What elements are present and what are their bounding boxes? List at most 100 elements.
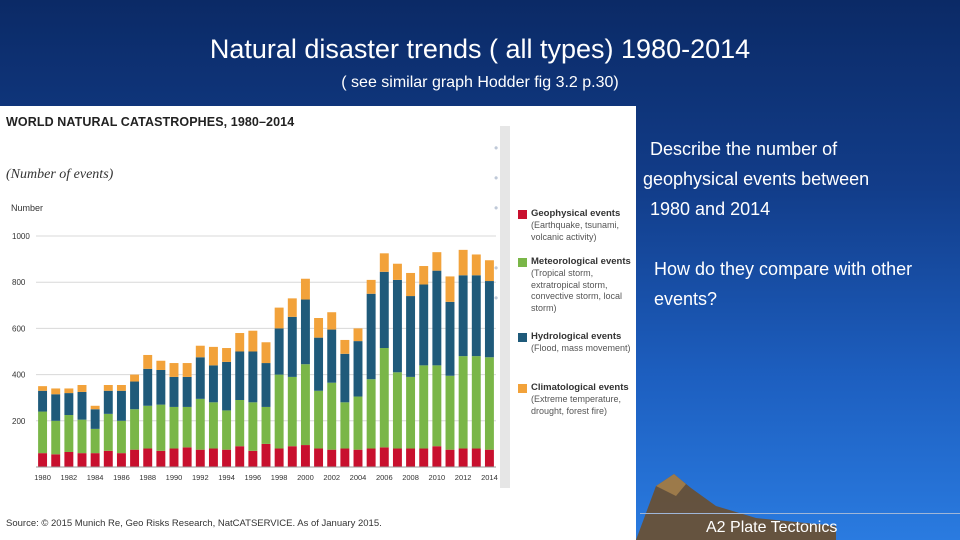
bar-segment [261,342,271,364]
bar-segment [432,446,442,467]
bar-segment [261,443,271,467]
bar-segment [300,445,310,467]
legend-swatch-hydrological [518,333,527,342]
x-tick-label: 2000 [297,473,314,482]
legend-description: (Tropical storm, extratropical storm, co… [531,268,623,313]
bar-segment [103,450,113,467]
bar-segment [169,376,179,407]
bar-segment [222,410,232,450]
bar-segment [406,376,416,449]
y-tick-label: 1000 [12,232,30,241]
bar-segment [182,376,192,407]
mountain-graphic [636,474,836,540]
bar-segment [156,369,166,405]
bar-segment [77,385,87,392]
bar-segment [327,449,337,467]
legend-swatch-meteorological [518,258,527,267]
bar-segment [222,348,232,362]
bar-segment [116,453,126,467]
bullet-dot: • [494,291,499,305]
stacked-bar-chart: 200 400 600 800 1000 1980 1982 1984 1986 1988 1990… [12,126,510,488]
bar-segment [90,453,100,467]
bar-segment [419,448,429,467]
bar-segment [64,451,74,467]
legend-name: Meteorological events [531,256,631,267]
bar-segment [130,449,140,467]
bar-segment [340,353,350,403]
bar-segment [445,301,455,376]
bar-segment [208,402,218,449]
y-tick-label: 800 [12,278,26,287]
bar-segment [195,398,205,450]
bar-segment [274,328,284,375]
bar-segment [156,450,166,467]
footer-rule [640,513,960,514]
bar-segment [327,329,337,383]
bar-segment [432,365,442,447]
bar-segment [64,388,74,394]
x-tick-label: 1986 [113,473,130,482]
bar-segment [484,260,494,282]
bar-segment [156,360,166,370]
x-tick-label: 2004 [350,473,367,482]
bar-segment [64,393,74,416]
bar-segment [77,391,87,420]
bar-segment [169,363,179,377]
bar-segment [103,413,113,451]
bar-segment [419,365,429,449]
bar-segment [116,390,126,421]
bar-segment [130,409,140,450]
bar-segment [169,448,179,467]
bar-segment [379,253,389,272]
bar-segment [143,405,153,449]
bar-segment [77,453,87,467]
bar-segment [235,400,245,447]
x-tick-label: 1990 [166,473,183,482]
bar-segment [195,357,205,399]
bar-segment [156,404,166,451]
bar-segment [366,448,376,467]
bar-segment [353,341,363,397]
bar-segment [51,394,61,421]
bar-segment [327,312,337,330]
bar-segment [248,402,258,451]
question-2-line: events? [654,289,718,309]
bullet-dot: • [494,261,499,275]
bullet-dot: • [494,141,499,155]
bar-segment [116,385,126,391]
x-tick-label: 2008 [402,473,419,482]
bar-segment [392,263,402,280]
bar-segment [235,333,245,352]
bar-segment [287,376,297,447]
question-2-line: How do they compare with other [654,259,913,279]
bar-segment [222,449,232,467]
y-axis-label: Number [11,203,44,213]
bar-segment [248,450,258,467]
bar-segment [458,448,468,467]
bar-segment [327,382,337,450]
bar-segment [248,330,258,352]
bar-segment [143,448,153,467]
bar-segment [169,406,179,449]
x-tick-label: 1992 [192,473,209,482]
bar-segment [366,293,376,380]
bar-segment [274,448,284,467]
x-tick-label: 1980 [34,473,51,482]
bar-segment [300,364,310,446]
bar-segment [287,446,297,467]
bar-segment [406,448,416,467]
bar-segment [261,406,271,444]
bar-segment [379,447,389,467]
slide-subtitle: ( see similar graph Hodder fig 3.2 p.30) [341,74,619,91]
bar-segment [182,447,192,467]
bar-segment [392,372,402,449]
x-tick-label: 1994 [218,473,235,482]
bar-segment [208,346,218,366]
bar-segment [38,411,48,454]
x-tick-label: 1984 [87,473,104,482]
x-tick-label: 2006 [376,473,393,482]
bar-segment [353,328,363,342]
y-tick-label: 200 [12,417,26,426]
bar-segment [458,275,468,357]
bar-segment [51,420,61,455]
